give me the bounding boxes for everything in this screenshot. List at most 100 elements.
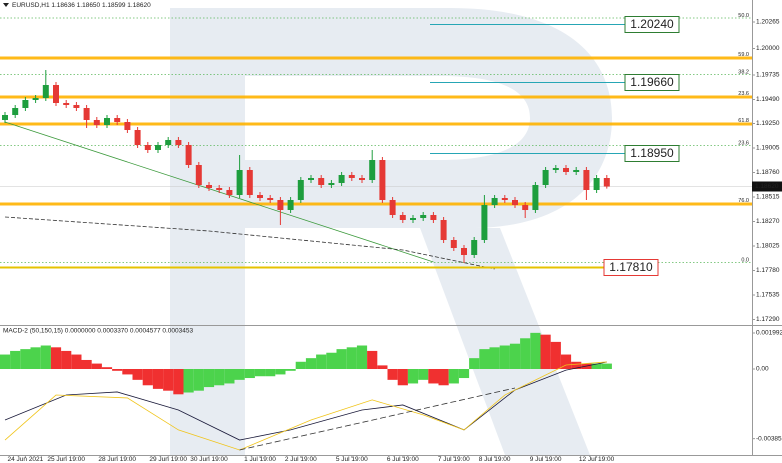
macd-bar: [336, 349, 347, 370]
macd-bar: [428, 369, 439, 384]
candle-body: [522, 205, 529, 210]
macd-trendline: [239, 387, 516, 451]
candle-body: [32, 98, 39, 100]
macd-bar: [601, 363, 612, 370]
chart-title: EURUSD,H1 1.18636 1.18650 1.18599 1.1862…: [12, 2, 151, 9]
candle-body: [175, 140, 182, 145]
macd-bar: [183, 369, 194, 393]
fib-level-label: 23.6: [738, 140, 749, 146]
candle-body: [369, 160, 376, 180]
x-tick-label: 30 Jun 19:00: [190, 456, 228, 463]
x-tick-label: 28 Jun 19:00: [98, 456, 136, 463]
macd-line: [4, 361, 607, 441]
candle-body: [246, 170, 253, 195]
target-box: [624, 16, 680, 33]
macd-bar: [469, 358, 480, 370]
candle-body: [338, 175, 345, 183]
candle-body: [573, 170, 580, 172]
target-label: 1.19660: [630, 75, 674, 89]
macd-bar: [101, 367, 113, 370]
macd-bar: [122, 369, 133, 375]
candle-body: [389, 200, 396, 215]
macd-bar: [479, 349, 490, 370]
macd-bar: [173, 369, 184, 395]
candle-body: [348, 175, 355, 178]
candle-body: [42, 85, 49, 98]
candle-body: [216, 188, 223, 190]
candle-body: [22, 100, 29, 108]
macd-bar: [254, 369, 266, 377]
macd-y-tick-label: -0.003853: [756, 435, 782, 442]
macd-bar: [244, 369, 255, 379]
candle-body: [308, 178, 314, 180]
y-tick-label: 1.17290: [756, 316, 780, 323]
candle-body: [134, 130, 141, 145]
macd-bar: [295, 361, 306, 370]
macd-bar: [20, 349, 31, 370]
candle-body: [73, 105, 80, 108]
macd-bar: [418, 369, 429, 380]
macd-bar: [71, 354, 82, 370]
x-tick-label: 7 Jul 19:00: [438, 456, 470, 463]
current-price-box: [752, 181, 782, 192]
y-tick-label: 1.17780: [756, 267, 780, 274]
y-tick-label: 1.19005: [756, 145, 780, 152]
candle-body: [440, 220, 447, 240]
candle-body: [226, 190, 233, 195]
macd-y-tick-label: 0.00: [756, 366, 769, 373]
menu-arrow: [3, 3, 9, 7]
y-tick-label: 1.19490: [756, 96, 780, 103]
candle-body: [206, 185, 212, 188]
candle-body: [583, 170, 590, 190]
macd-bar: [275, 369, 286, 375]
support-level-label: 61.8: [738, 118, 749, 124]
macd-bar: [550, 341, 561, 370]
x-tick-label: 25 Jun 19:00: [47, 456, 85, 463]
macd-bar: [214, 369, 225, 386]
x-tick-label: 8 Jul 19:00: [479, 456, 511, 463]
macd-bar: [152, 369, 164, 389]
macd-title: MACD-2 (50,150,15) 0.0000000 0.0003370 0…: [3, 328, 193, 335]
x-tick-label: 29 Jun 19:00: [149, 456, 187, 463]
candle-body: [399, 215, 406, 220]
macd-bar: [30, 347, 41, 370]
x-tick-label: 6 Jul 19:00: [387, 456, 419, 463]
macd-bar: [458, 369, 470, 379]
target-label: 1.17810: [609, 260, 653, 274]
candle-body: [552, 168, 559, 170]
macd-bar: [509, 343, 521, 370]
fib-level-label: 50.0: [738, 13, 749, 19]
macd-bar: [285, 369, 296, 371]
support-level-label: 59.0: [738, 52, 749, 58]
candle-body: [297, 180, 304, 200]
candle-body: [420, 215, 427, 218]
candle-body: [287, 200, 294, 210]
candle-body: [603, 178, 610, 187]
macd-bar: [346, 347, 357, 370]
macd-bar: [540, 334, 551, 370]
fib-level-label: 0.0: [741, 257, 749, 263]
candle-body: [124, 122, 131, 130]
target-box: [603, 259, 659, 276]
macd-bar: [132, 369, 143, 380]
candle-body: [185, 145, 192, 165]
candle-body: [236, 170, 243, 195]
support-level-label: 23.6: [738, 91, 749, 97]
candle-body: [93, 120, 100, 125]
candle-body: [410, 218, 416, 220]
y-tick-label: 1.18270: [756, 218, 780, 225]
macd-bar: [326, 352, 337, 370]
x-tick-label: 2 Jul 19:00: [285, 456, 317, 463]
x-tick-label: 1 Jul 19:00: [244, 456, 276, 463]
macd-bar: [397, 369, 408, 386]
candle-body: [257, 195, 263, 198]
macd-bar: [142, 369, 153, 386]
candle-body: [501, 198, 508, 200]
macd-bar: [530, 332, 541, 370]
y-tick-label: 1.17535: [756, 292, 780, 299]
macd-bar: [0, 354, 11, 370]
y-tick-label: 1.18025: [756, 243, 780, 250]
candle-body: [328, 183, 335, 185]
candle-body: [450, 240, 457, 248]
target-box: [624, 145, 680, 162]
